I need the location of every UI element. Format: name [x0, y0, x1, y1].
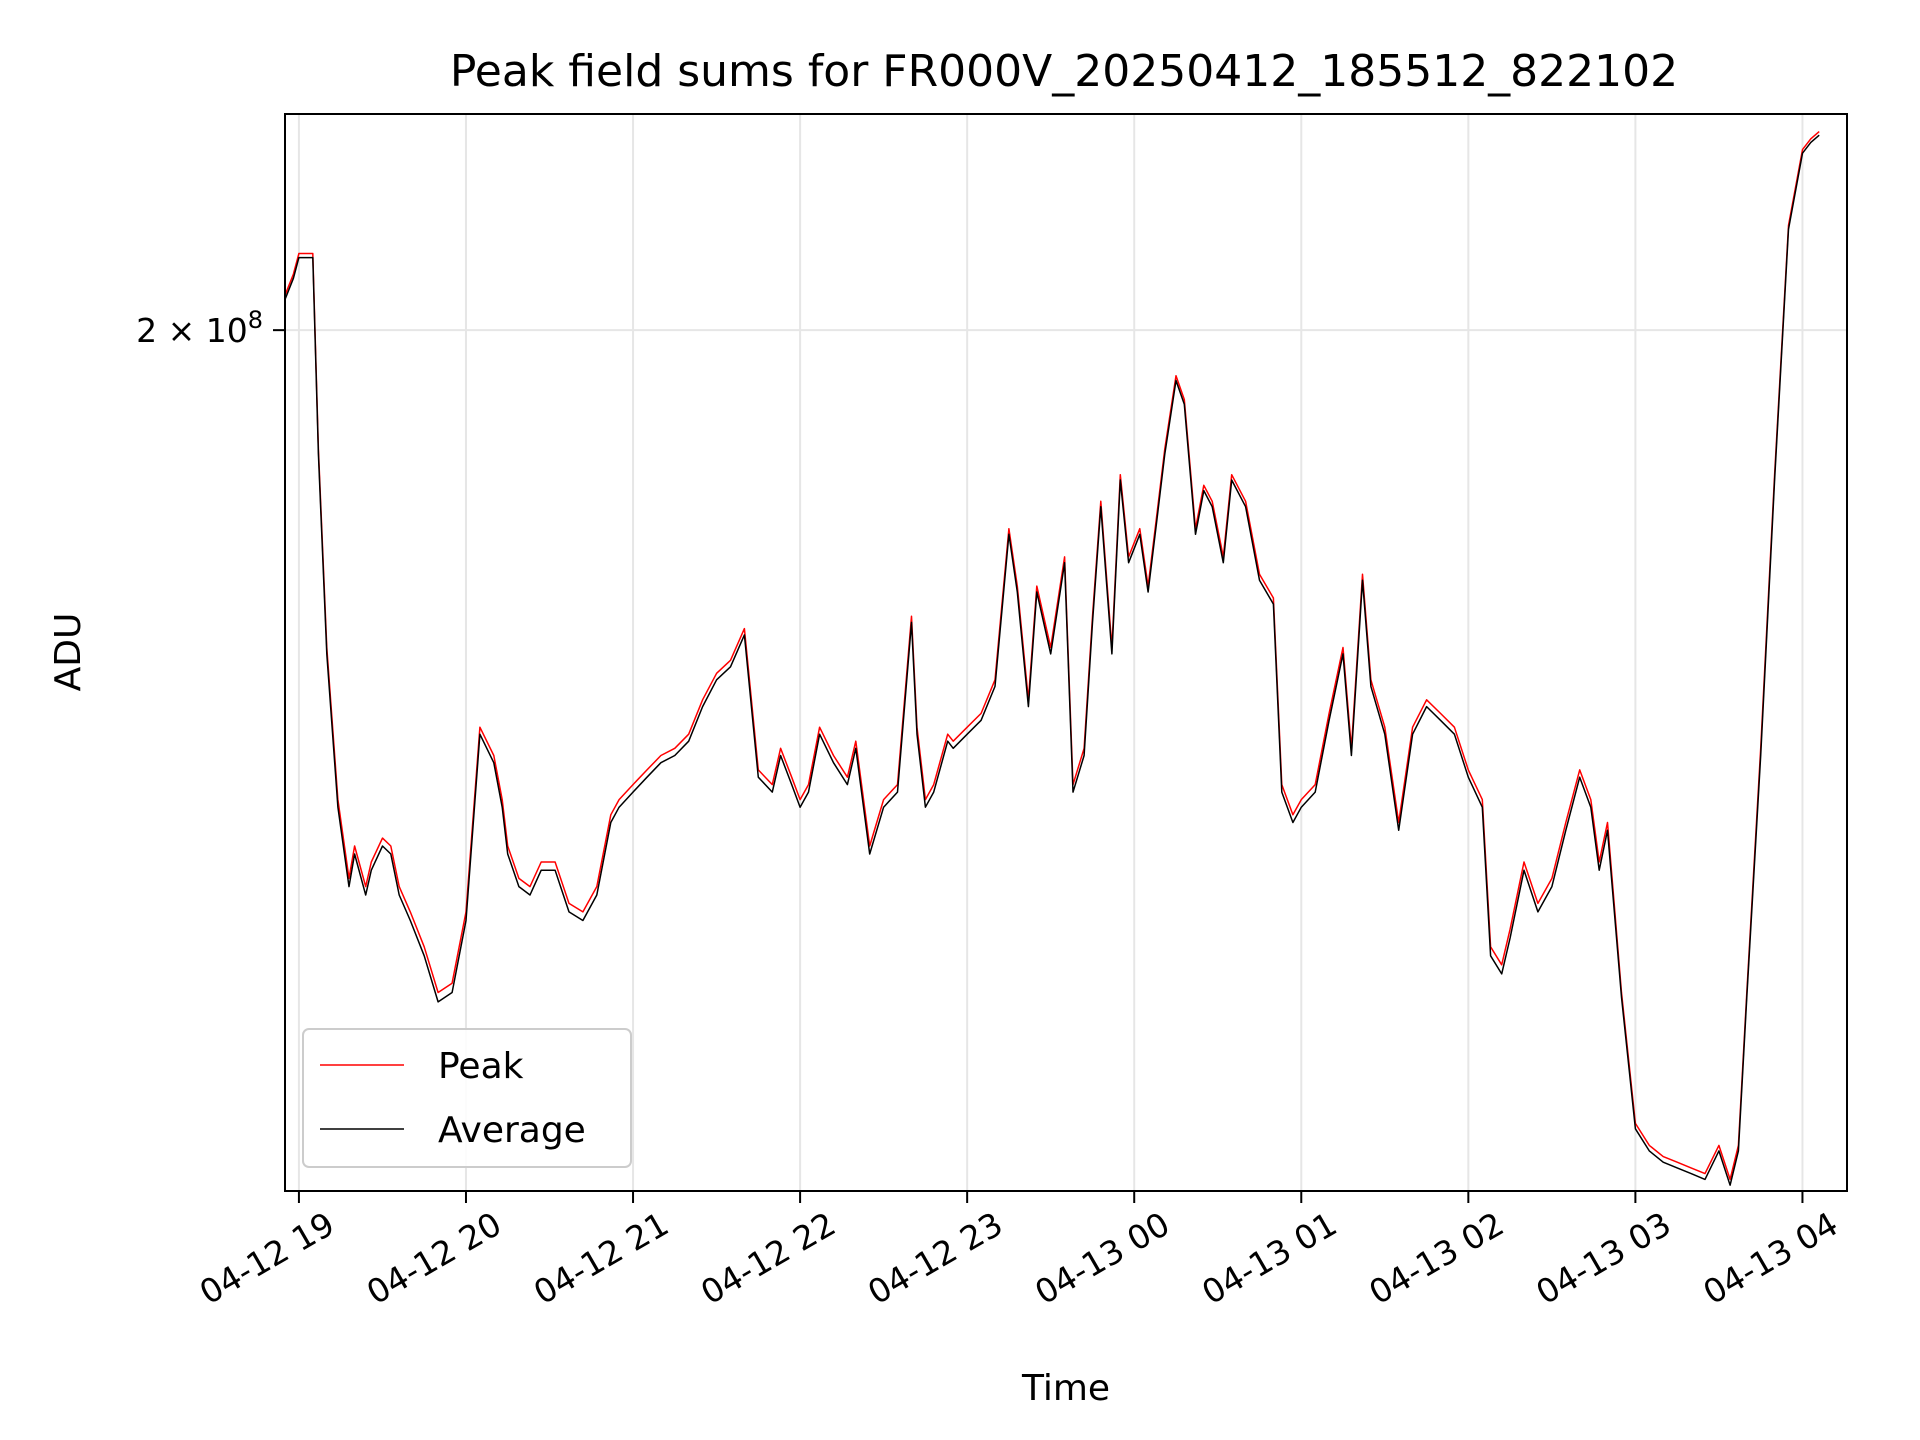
- x-axis-label: Time: [1021, 1368, 1110, 1409]
- y-axis-label: ADU: [48, 613, 89, 692]
- series-line-peak: [284, 131, 1820, 1181]
- legend-label-average: Average: [438, 1110, 586, 1151]
- y-tick-label: 2 × 108: [136, 306, 263, 350]
- plot-frame: [284, 113, 1848, 1192]
- grid: [285, 114, 1847, 1191]
- legend: Peak Average: [302, 1028, 632, 1168]
- legend-label-peak: Peak: [438, 1046, 524, 1087]
- y-axis-ticks: 2 × 108: [136, 306, 285, 350]
- plot-lines: [284, 131, 1820, 1186]
- legend-box: [302, 1028, 632, 1168]
- series-line-average: [284, 134, 1820, 1186]
- chart-title: Peak field sums for FR000V_20250412_1855…: [450, 46, 1678, 97]
